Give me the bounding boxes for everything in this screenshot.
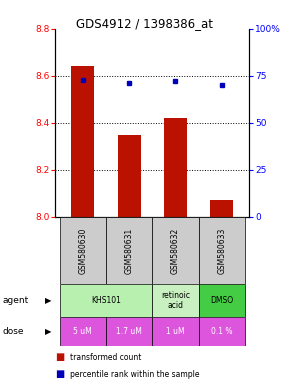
Bar	[152, 284, 199, 317]
Bar	[60, 317, 106, 346]
Bar	[60, 217, 106, 284]
Text: GSM580630: GSM580630	[78, 227, 87, 274]
Bar	[106, 217, 152, 284]
Bar	[199, 284, 245, 317]
Bar	[152, 217, 199, 284]
Bar	[117, 135, 141, 217]
Text: ▶: ▶	[45, 296, 51, 305]
Text: agent: agent	[3, 296, 29, 305]
Bar	[60, 284, 152, 317]
Text: GSM580633: GSM580633	[217, 227, 226, 274]
Text: GDS4912 / 1398386_at: GDS4912 / 1398386_at	[77, 17, 213, 30]
Text: percentile rank within the sample: percentile rank within the sample	[70, 370, 199, 379]
Bar	[164, 118, 187, 217]
Text: dose: dose	[3, 327, 24, 336]
Bar	[199, 217, 245, 284]
Text: ▶: ▶	[45, 327, 51, 336]
Text: ■: ■	[55, 369, 64, 379]
Text: ■: ■	[55, 352, 64, 362]
Text: 1.7 uM: 1.7 uM	[116, 327, 142, 336]
Text: DMSO: DMSO	[210, 296, 233, 305]
Text: GSM580632: GSM580632	[171, 227, 180, 274]
Text: 1 uM: 1 uM	[166, 327, 185, 336]
Text: retinoic
acid: retinoic acid	[161, 291, 190, 310]
Text: KHS101: KHS101	[91, 296, 121, 305]
Bar	[106, 317, 152, 346]
Text: GSM580631: GSM580631	[125, 227, 134, 274]
Bar	[210, 200, 233, 217]
Text: transformed count: transformed count	[70, 353, 141, 362]
Text: 0.1 %: 0.1 %	[211, 327, 232, 336]
Bar	[152, 317, 199, 346]
Bar	[199, 317, 245, 346]
Bar	[71, 66, 95, 217]
Text: 5 uM: 5 uM	[73, 327, 92, 336]
